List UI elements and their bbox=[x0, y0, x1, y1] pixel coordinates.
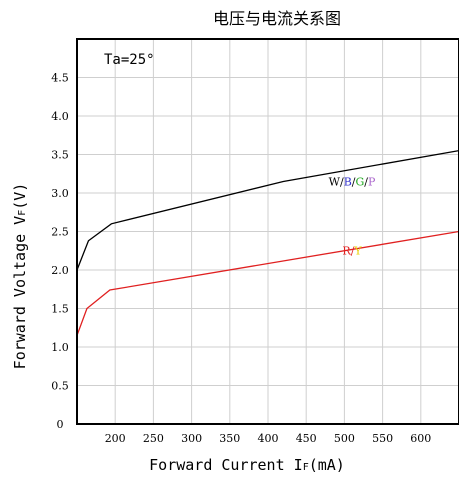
x-axis-label-sub: F bbox=[303, 462, 309, 473]
x-tick-label: 550 bbox=[372, 432, 393, 445]
series-label-part: Y bbox=[353, 245, 362, 258]
temperature-annotation: Ta=25° bbox=[104, 52, 155, 68]
x-tick-label: 350 bbox=[219, 432, 240, 445]
series-label-part: W bbox=[329, 175, 341, 188]
series-label-part: / bbox=[352, 175, 356, 188]
x-tick-label: 600 bbox=[410, 432, 431, 445]
y-tick-label: 4.0 bbox=[51, 110, 69, 123]
y-tick-label: 0 bbox=[57, 418, 64, 431]
series-label-1: R/Y bbox=[342, 245, 362, 258]
y-tick-label: 1.5 bbox=[51, 303, 69, 316]
series-label-part: / bbox=[364, 175, 368, 188]
y-axis-label: Forward Voltage VF(V) bbox=[11, 183, 29, 370]
chart-title: 电压与电流关系图 bbox=[213, 9, 341, 28]
x-tick-label: 200 bbox=[105, 432, 126, 445]
y-tick-label: 2.0 bbox=[51, 264, 69, 277]
y-axis-label-main: Forward Voltage V bbox=[11, 216, 29, 370]
y-tick-labels: 0 0.5 1.0 1.5 2.0 2.5 3.0 3.5 4.0 4.5 bbox=[51, 72, 69, 432]
series-label-part: / bbox=[351, 245, 355, 258]
x-axis-label: Forward Current IF(mA) bbox=[149, 456, 345, 474]
series-label-part: G bbox=[356, 175, 365, 188]
series-labels: W/B/G/PR/Y bbox=[329, 175, 376, 257]
y-tick-label: 2.5 bbox=[51, 226, 69, 239]
x-axis-label-unit: (mA) bbox=[309, 456, 345, 474]
series-label-part: R bbox=[342, 245, 351, 258]
series-label-part: P bbox=[368, 175, 376, 188]
x-tick-label: 400 bbox=[258, 432, 279, 445]
grid bbox=[77, 39, 459, 424]
series-line-0 bbox=[76, 150, 459, 271]
y-tick-label: 3.5 bbox=[51, 149, 69, 162]
series-label-0: W/B/G/P bbox=[329, 175, 376, 188]
y-axis-label-unit: (V) bbox=[11, 183, 29, 210]
x-tick-label: 450 bbox=[296, 432, 317, 445]
x-tick-label: 500 bbox=[334, 432, 355, 445]
x-tick-labels: 200 250 300 350 400 450 500 550 600 bbox=[105, 432, 432, 445]
series-lines bbox=[76, 150, 459, 336]
y-tick-label: 4.5 bbox=[51, 72, 69, 85]
x-tick-label: 250 bbox=[143, 432, 164, 445]
y-tick-label: 0.5 bbox=[51, 380, 69, 393]
x-tick-label: 300 bbox=[181, 432, 202, 445]
x-axis-label-main: Forward Current I bbox=[149, 456, 303, 474]
plot-frame bbox=[76, 38, 459, 425]
y-tick-label: 3.0 bbox=[51, 187, 69, 200]
series-label-part: / bbox=[340, 175, 344, 188]
y-axis-label-sub: F bbox=[17, 210, 28, 216]
series-label-part: B bbox=[344, 175, 352, 188]
y-tick-label: 1.0 bbox=[51, 341, 69, 354]
series-line-1 bbox=[76, 230, 459, 336]
